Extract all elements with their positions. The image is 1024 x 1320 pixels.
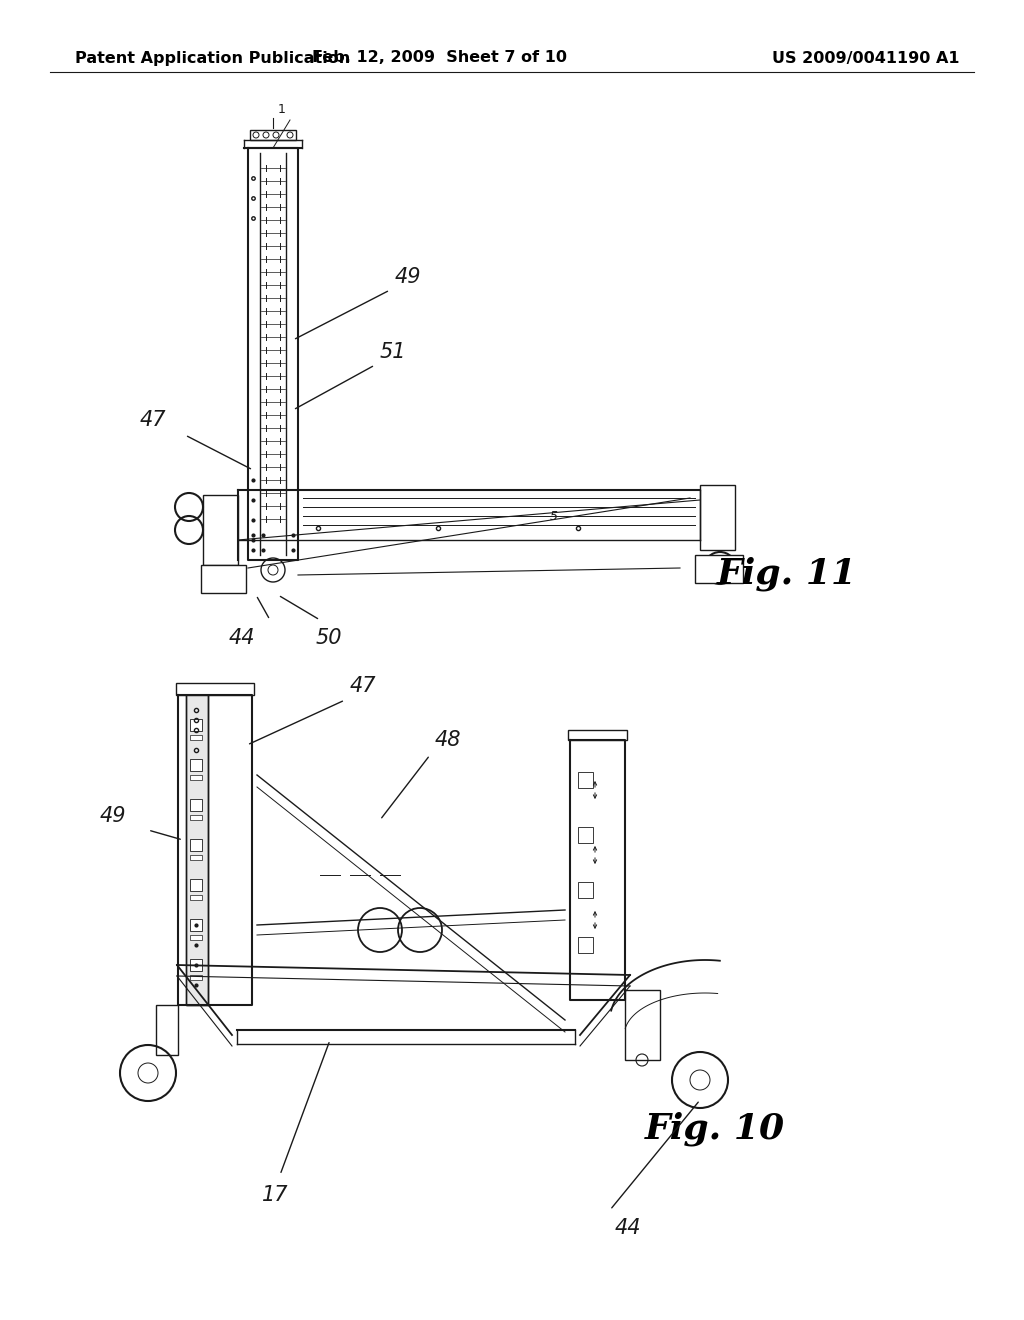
Bar bbox=[250, 129, 296, 140]
Text: Fig. 11: Fig. 11 bbox=[717, 557, 857, 591]
Bar bbox=[186, 690, 208, 1005]
Bar bbox=[190, 814, 202, 820]
Bar bbox=[190, 775, 202, 780]
Bar bbox=[190, 759, 202, 771]
Text: 44: 44 bbox=[615, 1218, 641, 1238]
Text: 5: 5 bbox=[550, 510, 558, 523]
Text: 50: 50 bbox=[316, 628, 342, 648]
Text: 44: 44 bbox=[228, 628, 255, 648]
Bar bbox=[578, 937, 593, 953]
Bar bbox=[190, 975, 202, 979]
Text: 17: 17 bbox=[262, 1185, 289, 1205]
Bar bbox=[578, 882, 593, 898]
Bar bbox=[190, 879, 202, 891]
Bar bbox=[201, 565, 246, 593]
Bar bbox=[190, 799, 202, 810]
Bar bbox=[190, 895, 202, 900]
Bar bbox=[156, 1005, 178, 1055]
Bar bbox=[568, 730, 627, 741]
Bar bbox=[578, 772, 593, 788]
Text: 1: 1 bbox=[278, 103, 286, 116]
Bar bbox=[190, 719, 202, 731]
Bar bbox=[578, 828, 593, 843]
Text: 47: 47 bbox=[140, 411, 167, 430]
Bar bbox=[186, 690, 208, 1005]
Bar bbox=[190, 735, 202, 741]
Text: 47: 47 bbox=[350, 676, 377, 696]
Text: Fig. 10: Fig. 10 bbox=[645, 1111, 785, 1146]
Text: Patent Application Publication: Patent Application Publication bbox=[75, 50, 350, 66]
Bar bbox=[176, 682, 254, 696]
Bar bbox=[190, 919, 202, 931]
Bar bbox=[203, 495, 238, 565]
Text: US 2009/0041190 A1: US 2009/0041190 A1 bbox=[772, 50, 961, 66]
Bar bbox=[190, 935, 202, 940]
Text: 51: 51 bbox=[380, 342, 407, 362]
Bar bbox=[190, 855, 202, 861]
Bar bbox=[190, 840, 202, 851]
Text: 49: 49 bbox=[100, 807, 127, 826]
Bar bbox=[625, 990, 660, 1060]
Text: 49: 49 bbox=[395, 267, 422, 286]
Text: Feb. 12, 2009  Sheet 7 of 10: Feb. 12, 2009 Sheet 7 of 10 bbox=[312, 50, 567, 66]
Bar bbox=[190, 960, 202, 972]
Text: 48: 48 bbox=[435, 730, 462, 750]
Bar bbox=[695, 554, 743, 583]
Bar bbox=[700, 484, 735, 550]
